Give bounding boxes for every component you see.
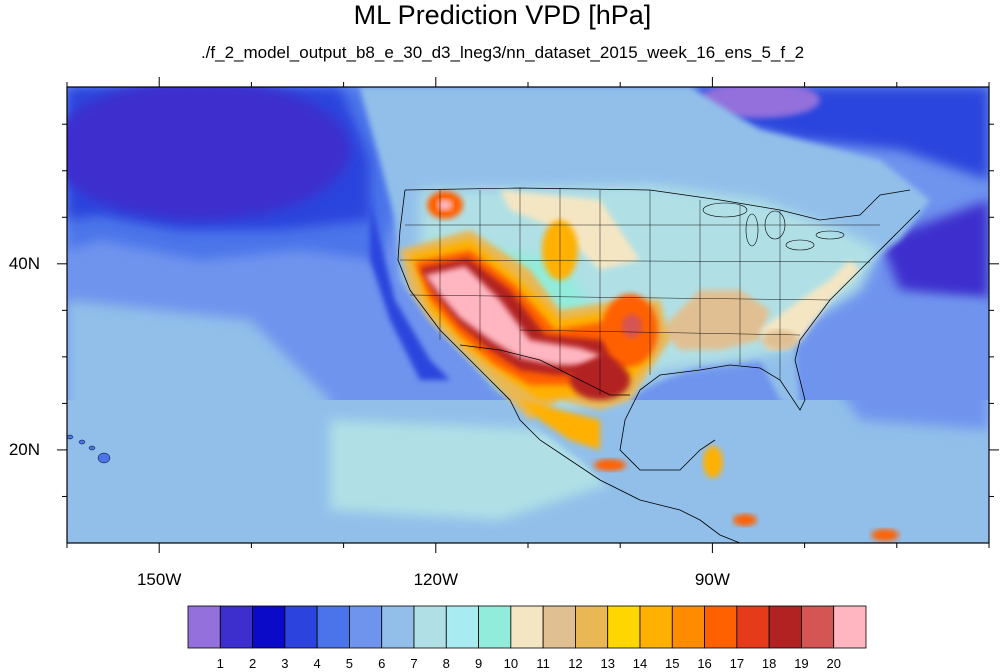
hudson-bay-area (700, 87, 820, 118)
longitude-tick-label: 120W (413, 570, 458, 589)
longitude-tick-label: 90W (694, 570, 730, 589)
colorbar-label: 1 (216, 656, 224, 671)
colorbar-label: 9 (474, 656, 483, 671)
colorbar-label: 12 (568, 656, 583, 671)
colorbar-swatch (768, 605, 802, 649)
colorbar-label: 8 (442, 656, 450, 671)
ocean-california-coast (370, 200, 450, 380)
colorbar-label: 6 (378, 656, 386, 671)
colorbar-label: 5 (345, 656, 354, 671)
colorbar-swatch (187, 605, 221, 649)
map-field (67, 87, 989, 543)
longitude-tick-label: 150W (136, 570, 182, 589)
hawaii-islands (67, 434, 111, 464)
heat-mexico-south (594, 459, 626, 471)
colorbar-label: 20 (826, 656, 841, 671)
great-lakes (702, 202, 845, 251)
colorbar-label: 10 (503, 656, 519, 671)
heat-yucatan (703, 446, 723, 478)
state-borders (399, 188, 880, 395)
colorbar-label: 17 (729, 656, 745, 671)
ocean-band-light (67, 300, 330, 543)
coastline-atlantic-gulf (639, 209, 921, 411)
axis-ticks (57, 77, 999, 553)
colorbar-swatch (219, 605, 253, 649)
colorbar-swatch (445, 605, 479, 649)
colorbar-swatch (542, 605, 576, 649)
colorbar-label: 4 (313, 656, 321, 671)
colorbar-swatch (801, 605, 835, 649)
ocean-atlantic-north (880, 200, 989, 300)
map-title: ML Prediction VPD [hPa] (353, 0, 652, 30)
colorbar-swatch (478, 605, 512, 649)
colorbar-label: 7 (410, 656, 418, 671)
heat-central-america (733, 514, 757, 526)
map-subtitle: ./f_2_model_output_b8_e_30_d3_lneg3/nn_d… (200, 43, 805, 62)
latitude-tick-label: 40N (8, 253, 40, 273)
colorbar-label: 16 (697, 656, 712, 671)
colorbar-swatch (284, 605, 318, 649)
heat-mexico (520, 400, 600, 450)
colorbar-label: 19 (794, 656, 809, 671)
dry-band-south (660, 290, 770, 350)
colorbar-swatch (704, 605, 738, 649)
latitude-tick-label: 20N (8, 439, 40, 459)
colorbar-swatch (639, 605, 673, 649)
colorbar-swatch (349, 605, 383, 649)
coastline-pacific (397, 189, 741, 543)
colorbar-swatch (671, 605, 705, 649)
colorbar-swatch (607, 605, 641, 649)
colorbar-swatch (575, 605, 609, 649)
heat-zone-20 (425, 266, 600, 365)
heat-caribbean (871, 529, 899, 541)
colorbar-label: 18 (761, 656, 777, 671)
vpd-map (57, 77, 999, 553)
ocean-pacific-deep (67, 87, 350, 220)
colorbar-swatch (413, 605, 447, 649)
colorbar-swatch (833, 605, 867, 649)
colorbar-label: 13 (600, 656, 615, 671)
ocean-atlantic (800, 300, 989, 430)
coastline-mexico (619, 389, 716, 471)
colorbar-label: 15 (665, 656, 680, 671)
heat-oregon-peak (437, 199, 453, 211)
colorbar-swatch (316, 605, 350, 649)
colorbar-swatch (510, 605, 544, 649)
colorbar-swatch (252, 605, 286, 649)
colorbar-label: 14 (632, 656, 648, 671)
colorbar-label: 11 (536, 656, 550, 671)
colorbar-swatch (381, 605, 415, 649)
colorbar-label: 3 (281, 656, 289, 671)
dry-band-east (760, 260, 860, 350)
heat-texas-peak (622, 314, 642, 338)
colorbar-swatch (736, 605, 770, 649)
colorbar-label: 2 (248, 656, 257, 671)
